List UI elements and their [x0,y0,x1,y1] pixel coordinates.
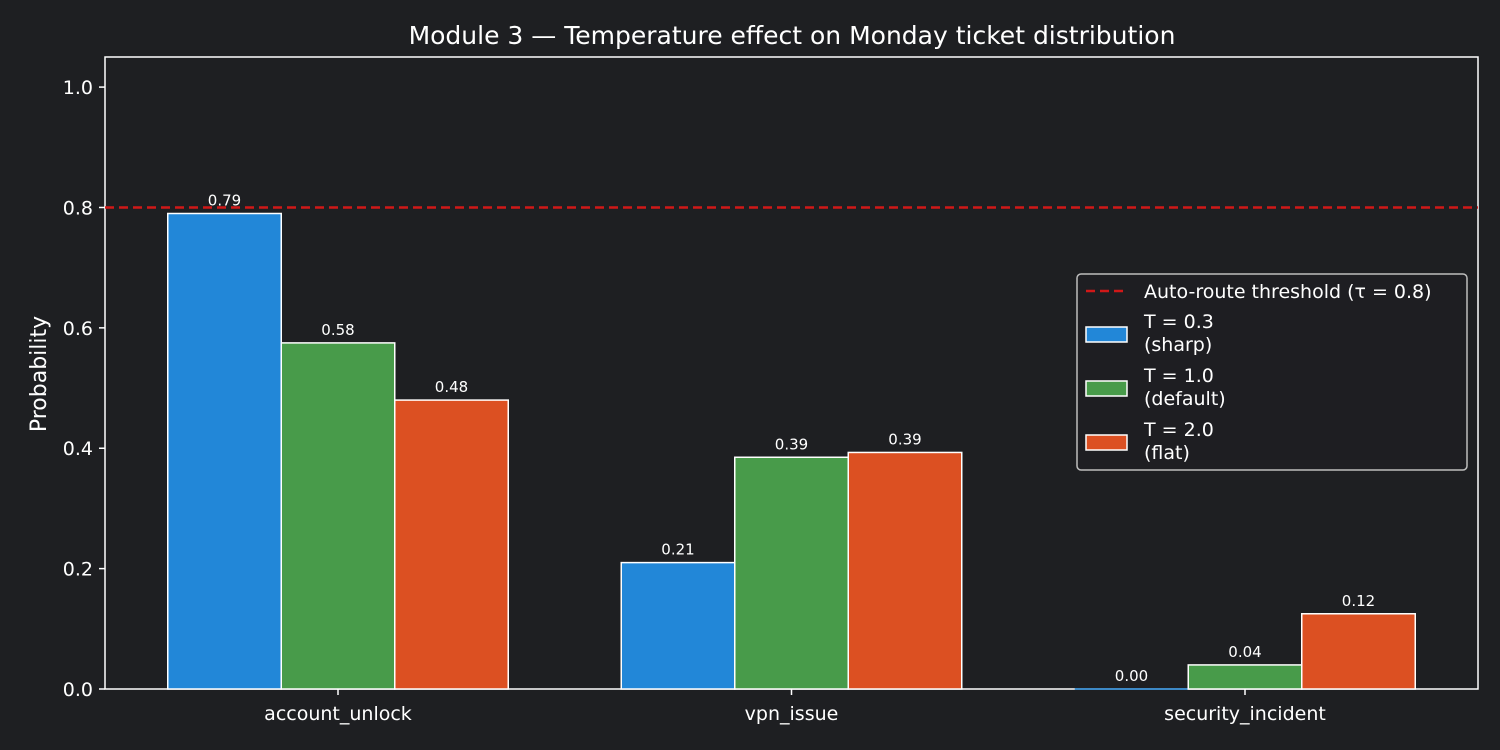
y-tick-label: 1.0 [63,77,93,99]
data-label: 0.12 [1342,592,1375,610]
y-axis-label: Probability [27,316,52,432]
bar [1301,613,1416,690]
x-tick-label: security_incident [1164,703,1326,725]
bar [394,399,509,690]
legend-series-label: T = 0.3 (sharp) [1143,311,1214,356]
y-tick-label: 0.6 [63,318,93,340]
y-tick-label: 0.8 [63,197,93,219]
data-label: 0.79 [208,191,241,209]
legend-series-label: T = 2.0 (flat) [1143,419,1214,464]
bar [280,342,396,690]
legend-swatch [1085,326,1128,343]
legend-series-label: T = 1.0 (default) [1143,365,1226,410]
data-label: 0.39 [775,435,808,453]
data-label: 0.00 [1115,667,1148,685]
data-label: 0.58 [321,321,354,339]
legend-box [1076,273,1468,471]
data-label: 0.48 [435,378,468,396]
chart-title: Module 3 — Temperature effect on Monday … [409,21,1176,50]
data-label: 0.39 [888,430,921,448]
bar [847,451,963,690]
y-tick-label: 0.0 [63,679,93,701]
x-tick-label: vpn_issue [745,703,839,725]
legend-threshold-label: Auto-route threshold (τ = 0.8) [1144,281,1432,303]
data-label: 0.04 [1228,643,1261,661]
bar [734,456,849,690]
bar [620,561,736,690]
y-tick-label: 0.4 [63,438,93,460]
legend-swatch [1085,434,1128,451]
plot-area: 0.0 0.2 0.4 0.6 0.8 1.0 account_unlock vpn_issu… [63,56,1479,725]
legend-swatch [1085,380,1128,397]
bar [167,212,282,690]
legend: Auto-route threshold (τ = 0.8) T = 0.3 (sh… [1076,273,1468,471]
x-tick-label: account_unlock [264,703,412,725]
bar [1187,664,1303,690]
y-tick-label: 0.2 [63,559,93,581]
data-label: 0.21 [661,541,694,559]
